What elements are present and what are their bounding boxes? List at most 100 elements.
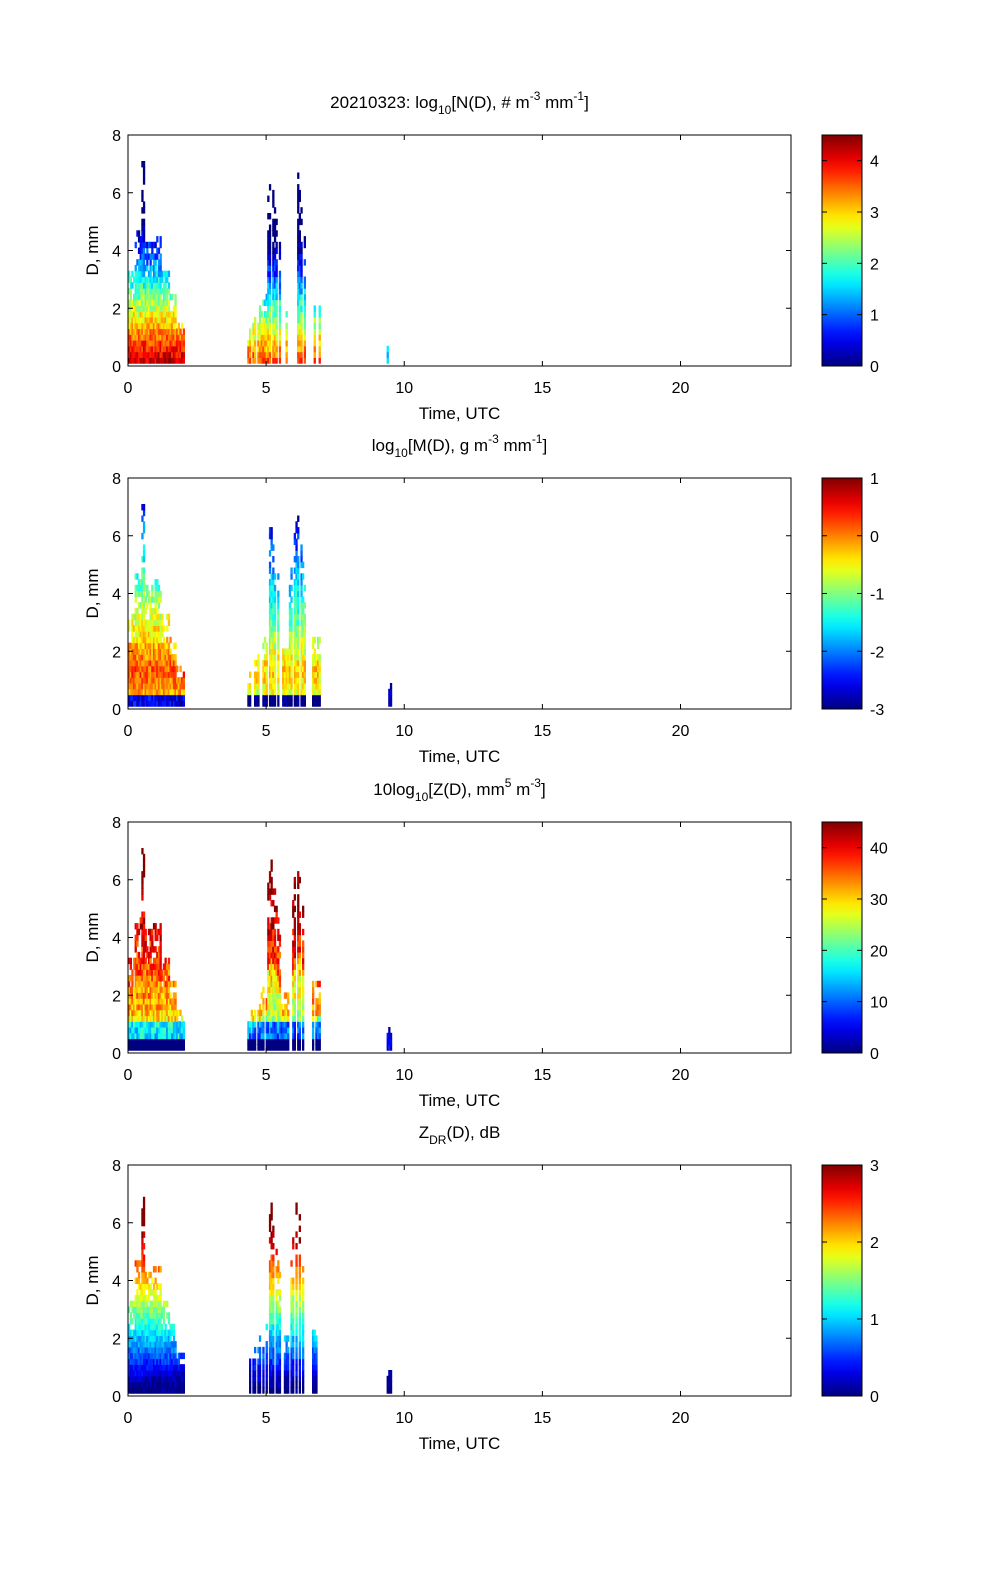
heatmap-cell xyxy=(144,334,147,341)
heatmap-cell xyxy=(147,282,151,289)
heatmap-cell xyxy=(141,1346,144,1354)
heatmap-cell xyxy=(275,1370,278,1377)
x-tick-label: 10 xyxy=(395,380,413,397)
heatmap-cell xyxy=(169,1375,172,1383)
heatmap-cell xyxy=(162,334,166,341)
heatmap-cell xyxy=(262,1375,265,1383)
heatmap-cell xyxy=(167,299,171,306)
heatmap-cell xyxy=(141,619,144,626)
heatmap-cell xyxy=(283,1009,287,1017)
heatmap-cell xyxy=(159,1294,162,1302)
heatmap-cell xyxy=(302,928,305,936)
heatmap-cell xyxy=(278,1375,282,1383)
heatmap-cell xyxy=(263,677,267,684)
heatmap-cell xyxy=(142,642,146,649)
heatmap-cell xyxy=(136,1381,139,1388)
heatmap-cell xyxy=(275,305,278,312)
heatmap-cell xyxy=(277,1260,280,1267)
heatmap-cell xyxy=(258,1009,262,1017)
heatmap-cell xyxy=(298,876,301,884)
heatmap-cell xyxy=(262,665,265,673)
heatmap-cell xyxy=(283,1015,287,1022)
heatmap-cell xyxy=(144,975,147,982)
heatmap-cell xyxy=(137,282,141,289)
heatmap-cell xyxy=(139,1329,142,1336)
heatmap-cell xyxy=(146,340,149,347)
heatmap-cell xyxy=(152,1003,156,1011)
heatmap-cell xyxy=(142,865,146,872)
heatmap-cell xyxy=(169,683,172,690)
heatmap-cell xyxy=(167,613,171,621)
heatmap-cell xyxy=(287,1381,290,1388)
heatmap-cell xyxy=(267,195,270,202)
heatmap-cell xyxy=(272,1300,275,1308)
heatmap-cell xyxy=(154,264,157,272)
heatmap-cell xyxy=(285,677,288,684)
heatmap-cell xyxy=(157,1044,161,1051)
heatmap-cell xyxy=(133,654,136,661)
heatmap-cell xyxy=(290,1381,293,1388)
heatmap-cell xyxy=(146,590,149,597)
colorbar-tick-label: 2 xyxy=(870,1235,879,1252)
heatmap-cell xyxy=(147,1283,151,1290)
heatmap-cell xyxy=(272,688,275,696)
heatmap-cell xyxy=(133,1346,136,1354)
heatmap-cell xyxy=(252,1381,255,1388)
heatmap-cell xyxy=(297,642,300,649)
heatmap-cell xyxy=(272,357,275,364)
heatmap-cell xyxy=(151,1381,154,1388)
heatmap-cell xyxy=(177,345,180,353)
heatmap-cell xyxy=(267,305,270,312)
heatmap-cell xyxy=(162,357,166,364)
heatmap-cell xyxy=(161,299,164,306)
heatmap-cell xyxy=(313,665,316,673)
heatmap-cell xyxy=(315,1021,318,1028)
heatmap-cell xyxy=(293,659,296,667)
heatmap-cell xyxy=(157,992,161,999)
heatmap-cell xyxy=(149,648,152,655)
heatmap-cell xyxy=(128,1358,131,1365)
heatmap-cell xyxy=(164,1015,167,1022)
heatmap-cell xyxy=(293,876,296,884)
heatmap-cell xyxy=(154,613,157,621)
heatmap-cell xyxy=(141,1312,144,1319)
heatmap-cell xyxy=(312,642,315,649)
heatmap-cell xyxy=(151,1044,154,1051)
heatmap-cell xyxy=(272,270,275,278)
heatmap-cell xyxy=(317,636,320,644)
heatmap-cell xyxy=(275,276,278,283)
heatmap-cell xyxy=(131,671,134,678)
heatmap-cell xyxy=(129,293,132,301)
heatmap-cell xyxy=(151,940,154,947)
heatmap-cell xyxy=(128,659,131,667)
heatmap-cell xyxy=(152,1027,156,1034)
heatmap-cell xyxy=(298,1318,301,1325)
heatmap-cell xyxy=(139,1381,142,1388)
heatmap-cell xyxy=(275,1266,278,1273)
heatmap-cell xyxy=(169,648,172,655)
y-axis-label: D, mm xyxy=(83,1255,102,1305)
heatmap-cell xyxy=(141,218,144,226)
heatmap-cell xyxy=(277,677,280,684)
heatmap-cell xyxy=(157,1306,161,1313)
heatmap-cell xyxy=(295,1335,298,1342)
heatmap-cell xyxy=(297,573,300,580)
heatmap-cell xyxy=(162,683,166,690)
heatmap-cell xyxy=(268,322,272,330)
heatmap-cell xyxy=(272,224,275,231)
heatmap-cell xyxy=(147,969,151,976)
heatmap-cell xyxy=(156,1300,159,1308)
heatmap-cell xyxy=(295,1387,298,1394)
heatmap-cell xyxy=(149,596,152,603)
heatmap-cell xyxy=(258,328,262,335)
heatmap-cell xyxy=(280,1044,283,1051)
heatmap-cell xyxy=(268,871,272,878)
heatmap-cell xyxy=(166,998,169,1005)
heatmap-cell xyxy=(277,963,280,970)
heatmap-cell xyxy=(270,1243,273,1250)
heatmap-cell xyxy=(141,1009,144,1017)
heatmap-cell xyxy=(131,311,134,318)
y-tick-label: 0 xyxy=(112,1389,121,1406)
heatmap-cell xyxy=(128,683,131,690)
heatmap-cell xyxy=(154,590,157,597)
